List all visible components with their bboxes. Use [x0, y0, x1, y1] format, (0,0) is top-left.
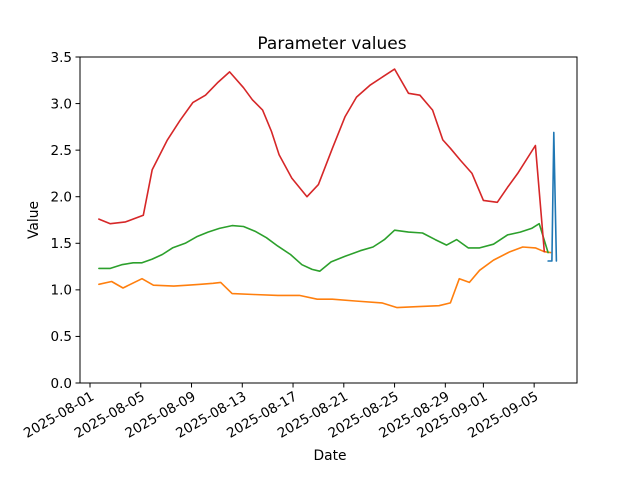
y-tick-label: 1.0 [51, 283, 72, 299]
series-green-line [98, 222, 549, 272]
plot-area [79, 56, 578, 384]
series-orange-line [98, 246, 552, 309]
y-tick-label: 2.0 [51, 190, 72, 206]
y-axis-label: Value [26, 201, 42, 239]
chart-title: Parameter values [257, 34, 406, 54]
series-blue-line [547, 131, 558, 262]
axis-ticks-layer: 0.00.51.01.52.02.53.03.52025-08-012025-0… [21, 50, 541, 442]
y-tick-label: 3.5 [51, 50, 72, 66]
y-tick-label: 2.5 [51, 143, 72, 159]
y-tick-label: 3.0 [51, 96, 72, 112]
y-tick-label: 0.5 [51, 329, 72, 345]
y-tick-label: 1.5 [51, 236, 72, 252]
chart-series-layer [98, 68, 558, 309]
x-axis-label: Date [314, 448, 347, 464]
series-red-line [98, 68, 546, 253]
y-tick-label: 0.0 [51, 376, 72, 392]
